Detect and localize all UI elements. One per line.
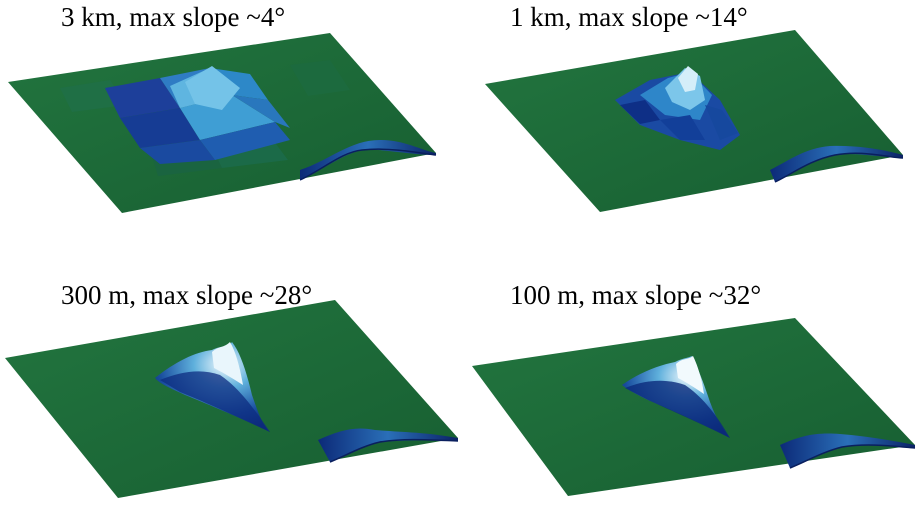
ridge-edge	[299, 148, 437, 181]
panel-1km	[485, 30, 904, 212]
mountain-shadow	[625, 380, 730, 438]
mountain-facet	[120, 108, 200, 148]
mountain-facet	[180, 95, 275, 140]
mountain-peak	[212, 342, 243, 385]
ridge-edge	[789, 444, 916, 469]
ridge-edge	[774, 152, 904, 183]
mountain-peak	[185, 66, 240, 110]
caption-panel-4: 100 m, max slope ~32°	[510, 280, 762, 310]
facet	[290, 60, 350, 96]
panel-100m	[472, 318, 916, 496]
caption-panel-2: 1 km, max slope ~14°	[510, 2, 748, 32]
mountain	[615, 66, 740, 150]
caption-panel-1: 3 km, max slope ~4°	[61, 2, 286, 32]
mountain-peak	[678, 66, 698, 92]
mountain	[155, 342, 270, 432]
ridge-edge	[329, 438, 459, 463]
caption-panel-3: 300 m, max slope ~28°	[61, 280, 313, 310]
mountain-facet	[140, 140, 215, 164]
panel-300m	[5, 300, 459, 498]
ridge	[780, 433, 915, 468]
mountain-facet	[705, 105, 738, 140]
mountain-facet	[232, 95, 290, 128]
mountain-shadow	[160, 371, 270, 432]
mountain-facet	[200, 122, 290, 160]
mountain	[622, 356, 730, 438]
mountain-facet	[105, 78, 180, 118]
panel-3km	[8, 33, 437, 213]
mountain-facet	[660, 115, 705, 140]
mountain-peak	[676, 356, 704, 394]
ridge	[318, 428, 458, 462]
mountain-facet	[620, 100, 660, 124]
ridge	[770, 145, 903, 182]
